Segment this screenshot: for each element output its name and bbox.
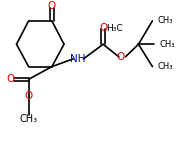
Text: CH₃: CH₃ [157,62,173,71]
Text: O: O [48,1,56,11]
Text: NH: NH [70,54,86,64]
Text: O: O [24,91,33,101]
Text: O: O [7,74,15,84]
Text: O: O [99,23,107,33]
Text: H₃C: H₃C [106,24,122,33]
Text: CH₃: CH₃ [157,16,173,25]
Text: O: O [117,52,125,62]
Text: CH₃: CH₃ [19,114,38,124]
Text: CH₃: CH₃ [160,40,175,49]
